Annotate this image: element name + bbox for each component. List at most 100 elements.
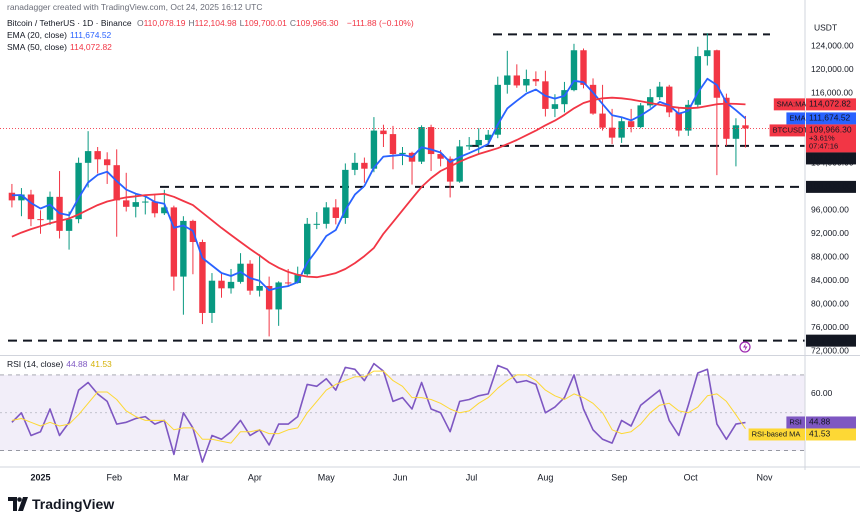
y-tick-label: 124,000.00 <box>811 40 854 50</box>
tag-value: 100,000.00 <box>809 181 852 191</box>
candle-body <box>180 220 187 277</box>
candle-body <box>599 113 606 128</box>
tag-label-box <box>786 416 805 429</box>
candle-body <box>399 152 406 155</box>
series-line <box>11 370 746 444</box>
candle-body <box>351 162 359 170</box>
candle-body <box>561 90 568 105</box>
candle-body <box>161 207 168 214</box>
ohlc-label: H <box>188 18 195 28</box>
ohlc: O110,078.19 H112,104.98 L109,700.01 C109,96… <box>137 18 342 28</box>
candle-body <box>218 280 225 289</box>
x-tick-label: Sep <box>611 472 627 482</box>
candle-body <box>523 78 530 86</box>
candle-body <box>694 56 702 105</box>
tag-label: EMA <box>789 113 805 122</box>
candle-body <box>465 145 473 147</box>
candle-body <box>46 196 54 220</box>
candle-body <box>475 139 482 146</box>
x-tick-label: Feb <box>107 472 123 482</box>
candle-body <box>208 280 216 313</box>
candle-body <box>332 207 340 218</box>
tag-value-box <box>806 334 856 347</box>
candle-body <box>646 97 654 106</box>
candle-body <box>570 50 578 91</box>
x-tick-label: Oct <box>684 472 699 482</box>
tag-value: 41.53 <box>809 429 831 439</box>
ohlc-label: O <box>136 18 144 28</box>
candle-body <box>380 130 387 135</box>
x-tick-label: 2025 <box>30 472 50 482</box>
candle-body <box>94 151 101 160</box>
candle-body <box>532 78 540 82</box>
series-line <box>11 96 746 279</box>
candle-body <box>370 130 378 169</box>
candle-body <box>8 192 16 201</box>
candle-body <box>18 194 25 201</box>
candle-body <box>27 194 35 220</box>
tag-change: +3.61% <box>809 133 835 142</box>
candle-body <box>199 242 206 313</box>
tag-label-box <box>769 124 805 137</box>
candle-body <box>418 127 425 162</box>
x-tick-label: Aug <box>537 472 553 482</box>
y-tick-label: 116,000.00 <box>811 87 853 97</box>
candle-body <box>227 281 235 289</box>
brand: TradingView <box>8 496 114 512</box>
series-line <box>11 77 747 292</box>
candle-body <box>113 165 120 201</box>
candle-body <box>742 125 749 129</box>
candle-body <box>446 158 454 182</box>
ema-value: 111,674.52 <box>70 30 112 40</box>
candle-body <box>65 219 73 231</box>
candle-body <box>284 282 292 284</box>
candle-body <box>666 86 673 113</box>
y-tick-label: 76,000.00 <box>811 322 849 332</box>
x-tick-label: Nov <box>757 472 774 482</box>
y-tick-label: 120,000.00 <box>811 64 854 74</box>
candle-body <box>427 127 435 155</box>
candle-body <box>685 104 692 131</box>
candle-body <box>675 112 682 131</box>
y-tick-label: 72,000.00 <box>811 345 849 355</box>
axis-unit: USDT <box>814 22 837 32</box>
y-tick-label: 80,000.00 <box>811 298 849 308</box>
x-tick-label: Mar <box>173 472 189 482</box>
brand-name: TradingView <box>32 496 115 512</box>
candle-body <box>37 219 44 221</box>
x-tick-label: Jul <box>466 472 478 482</box>
alert-icon-bolt <box>743 343 748 351</box>
tag-label-box <box>773 98 805 111</box>
candle-body <box>437 154 444 159</box>
candle-body <box>294 274 301 284</box>
tag-label-box <box>748 428 805 441</box>
x-tick-label: Apr <box>248 472 262 482</box>
x-tick-label: Jun <box>393 472 408 482</box>
ohlc-label: C <box>289 18 296 28</box>
tag-value-box <box>806 124 856 153</box>
x-tick-label: May <box>318 472 336 482</box>
rsi-legend: RSI (14, close) 44.88 41.53 <box>7 359 115 369</box>
candle-body <box>313 223 320 225</box>
candle-body <box>723 97 730 139</box>
tag-value: 114,072.82 <box>809 99 851 109</box>
credit: ranadagger created with TradingView.com,… <box>7 2 263 12</box>
candle-body <box>456 146 463 182</box>
brand-logo <box>8 497 28 511</box>
ema-legend: EMA (20, close) 111,674.52 <box>7 30 114 40</box>
candle-body <box>618 121 625 138</box>
candle-body <box>142 201 149 203</box>
series-line <box>11 362 746 463</box>
candle-body <box>704 50 711 57</box>
rsi-title: RSI (14, close) <box>7 359 64 369</box>
tag-value-box <box>806 112 856 125</box>
candle-body <box>132 202 139 207</box>
tag-value: 111,674.52 <box>809 113 851 123</box>
candle-body <box>265 285 273 310</box>
ohlc-value: 109,966.30 <box>295 18 339 28</box>
candle-body <box>656 86 663 98</box>
candle-body <box>170 207 178 277</box>
tag-value-box <box>806 416 856 429</box>
ema-name: EMA (20, close) <box>7 30 67 40</box>
